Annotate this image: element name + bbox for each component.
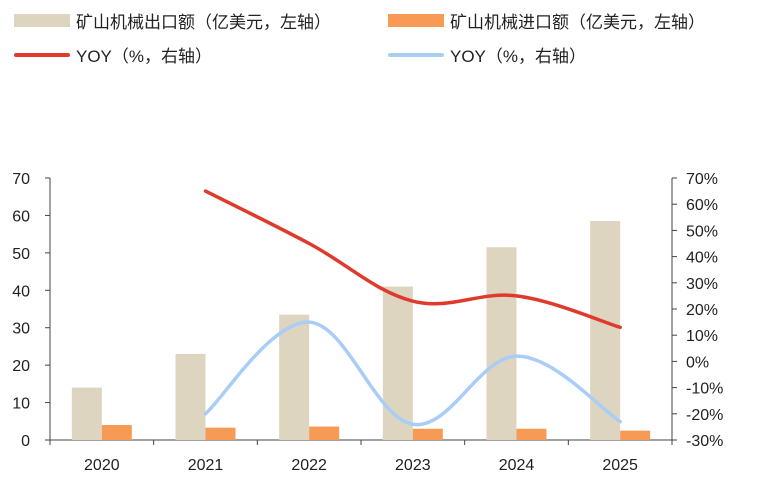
legend-swatch-yoy-import [388,52,444,57]
left-tick-label: 0 [21,433,30,450]
right-tick-label: 30% [686,276,718,293]
bar-import [412,428,443,440]
left-tick-label: 20 [12,358,30,375]
bar-export [382,286,413,440]
legend-item-yoy-export: YOY（%，右轴） [14,42,212,67]
legend-item-export: 矿山机械出口额（亿美元，左轴） [14,8,331,33]
bar-export [279,314,310,440]
left-tick-label: 10 [12,396,30,413]
x-tick-label: 2022 [291,457,327,474]
legend-swatch-export [14,14,70,27]
bar-export [71,387,102,440]
chart-legend: 矿山机械出口额（亿美元，左轴） 矿山机械进口额（亿美元，左轴） YOY（%，右轴… [14,6,754,66]
x-tick-label: 2021 [188,457,224,474]
right-tick-label: 10% [686,328,718,345]
legend-item-yoy-import: YOY（%，右轴） [388,42,586,67]
legend-swatch-yoy-export [14,52,70,57]
bar-import [620,430,651,440]
left-tick-label: 60 [12,208,30,225]
legend-label-export: 矿山机械出口额（亿美元，左轴） [76,13,331,32]
bar-import [516,428,547,440]
legend-label-yoy-export: YOY（%，右轴） [76,47,213,66]
right-tick-label: 0% [686,354,709,371]
legend-swatch-import [388,14,444,27]
bar-import [101,425,132,440]
right-tick-label: 60% [686,197,718,214]
right-tick-label: 70% [686,171,718,188]
x-tick-label: 2025 [602,457,638,474]
bar-export [486,247,517,440]
legend-label-yoy-import: YOY（%，右轴） [450,47,587,66]
right-tick-label: -20% [686,407,723,424]
left-tick-label: 50 [12,246,30,263]
right-tick-label: -10% [686,381,723,398]
right-tick-label: 20% [686,302,718,319]
x-tick-label: 2020 [84,457,120,474]
left-tick-label: 70 [12,171,30,188]
bar-import [205,427,236,440]
x-tick-label: 2024 [499,457,535,474]
x-tick-label: 2023 [395,457,431,474]
left-tick-label: 40 [12,283,30,300]
right-tick-label: -30% [686,433,723,450]
bar-export [175,353,206,440]
right-tick-label: 40% [686,250,718,267]
line-yoy-export [203,189,622,330]
bar-import [309,426,340,440]
bar-export [590,221,621,440]
line-yoy-import [203,320,622,427]
right-tick-label: 50% [686,223,718,240]
legend-item-import: 矿山机械进口额（亿美元，左轴） [388,8,705,33]
legend-label-import: 矿山机械进口额（亿美元，左轴） [450,13,705,32]
left-tick-label: 30 [12,321,30,338]
